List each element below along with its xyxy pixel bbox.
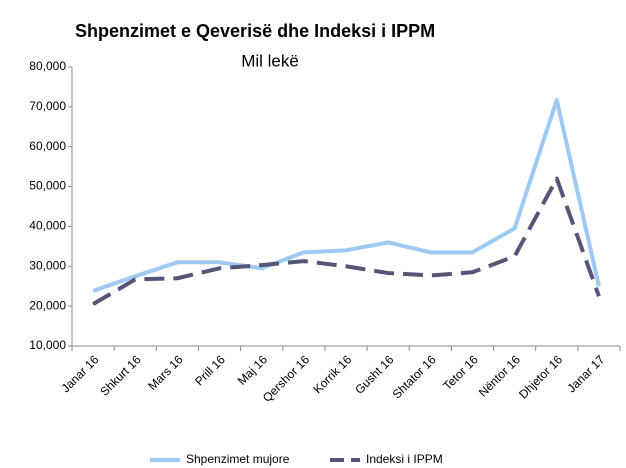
- series-line: [92, 98, 601, 293]
- y-tick-label: 10,000: [29, 338, 66, 352]
- x-tick-label: Korrik 16: [311, 352, 355, 396]
- y-tick-label: 30,000: [29, 258, 66, 272]
- legend-label: Shpenzimet mujore: [186, 452, 290, 466]
- series-line: [92, 176, 601, 306]
- legend-label: Indeksi i IPPM: [366, 452, 443, 466]
- x-tick-label: Janar 16: [59, 352, 102, 395]
- y-tick-label: 40,000: [29, 219, 66, 233]
- x-tick-label: Maj 16: [235, 352, 271, 388]
- y-tick-label: 70,000: [29, 99, 66, 113]
- chart-title: Shpenzimet e Qeverisë dhe Indeksi i IPPM: [75, 21, 435, 41]
- x-tick-label: Dhjetor 16: [516, 352, 565, 401]
- y-tick-label: 60,000: [29, 139, 66, 153]
- chart-subtitle: Mil lekë: [241, 51, 299, 70]
- y-tick-label: 20,000: [29, 298, 66, 312]
- x-tick-label: Tetor 16: [440, 352, 481, 393]
- x-tick-label: Prill 16: [192, 352, 228, 388]
- x-tick-label: Shkurt 16: [97, 352, 143, 398]
- x-tick-label: Shtator 16: [390, 352, 439, 401]
- y-tick-label: 80,000: [29, 59, 66, 73]
- x-tick-label: Mars 16: [145, 352, 186, 393]
- y-tick-label: 50,000: [29, 179, 66, 193]
- x-tick-label: Janar 17: [564, 352, 607, 395]
